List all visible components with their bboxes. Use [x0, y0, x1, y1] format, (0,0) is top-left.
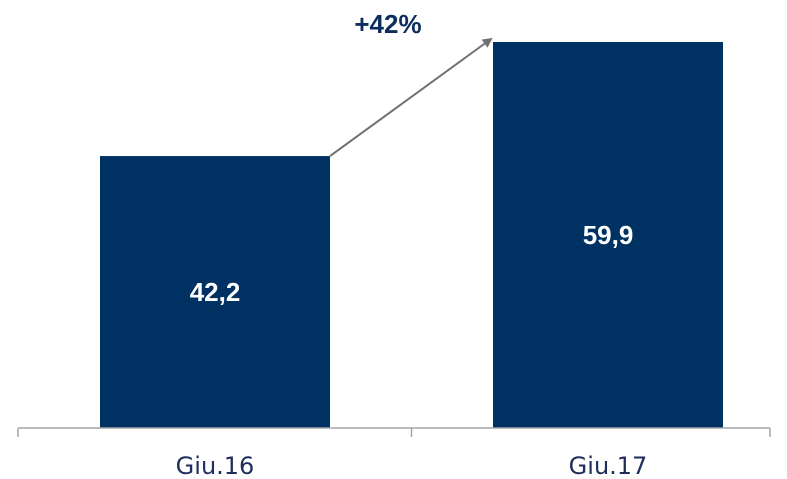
bar-1 [100, 156, 330, 428]
x-tick-label-1: Giu.16 [176, 452, 255, 479]
bars-layer [100, 42, 723, 428]
labels-layer: 42,2 Giu.16 59,9 Giu.17 [176, 220, 648, 479]
growth-arrow [329, 37, 493, 157]
bar-value-label-2: 59,9 [583, 220, 634, 250]
x-tick-label-2: Giu.17 [569, 452, 648, 479]
x-axis [17, 427, 771, 437]
growth-annotation: +42% [354, 9, 421, 39]
bar-2 [493, 42, 723, 428]
bar-value-label-1: 42,2 [190, 277, 241, 307]
